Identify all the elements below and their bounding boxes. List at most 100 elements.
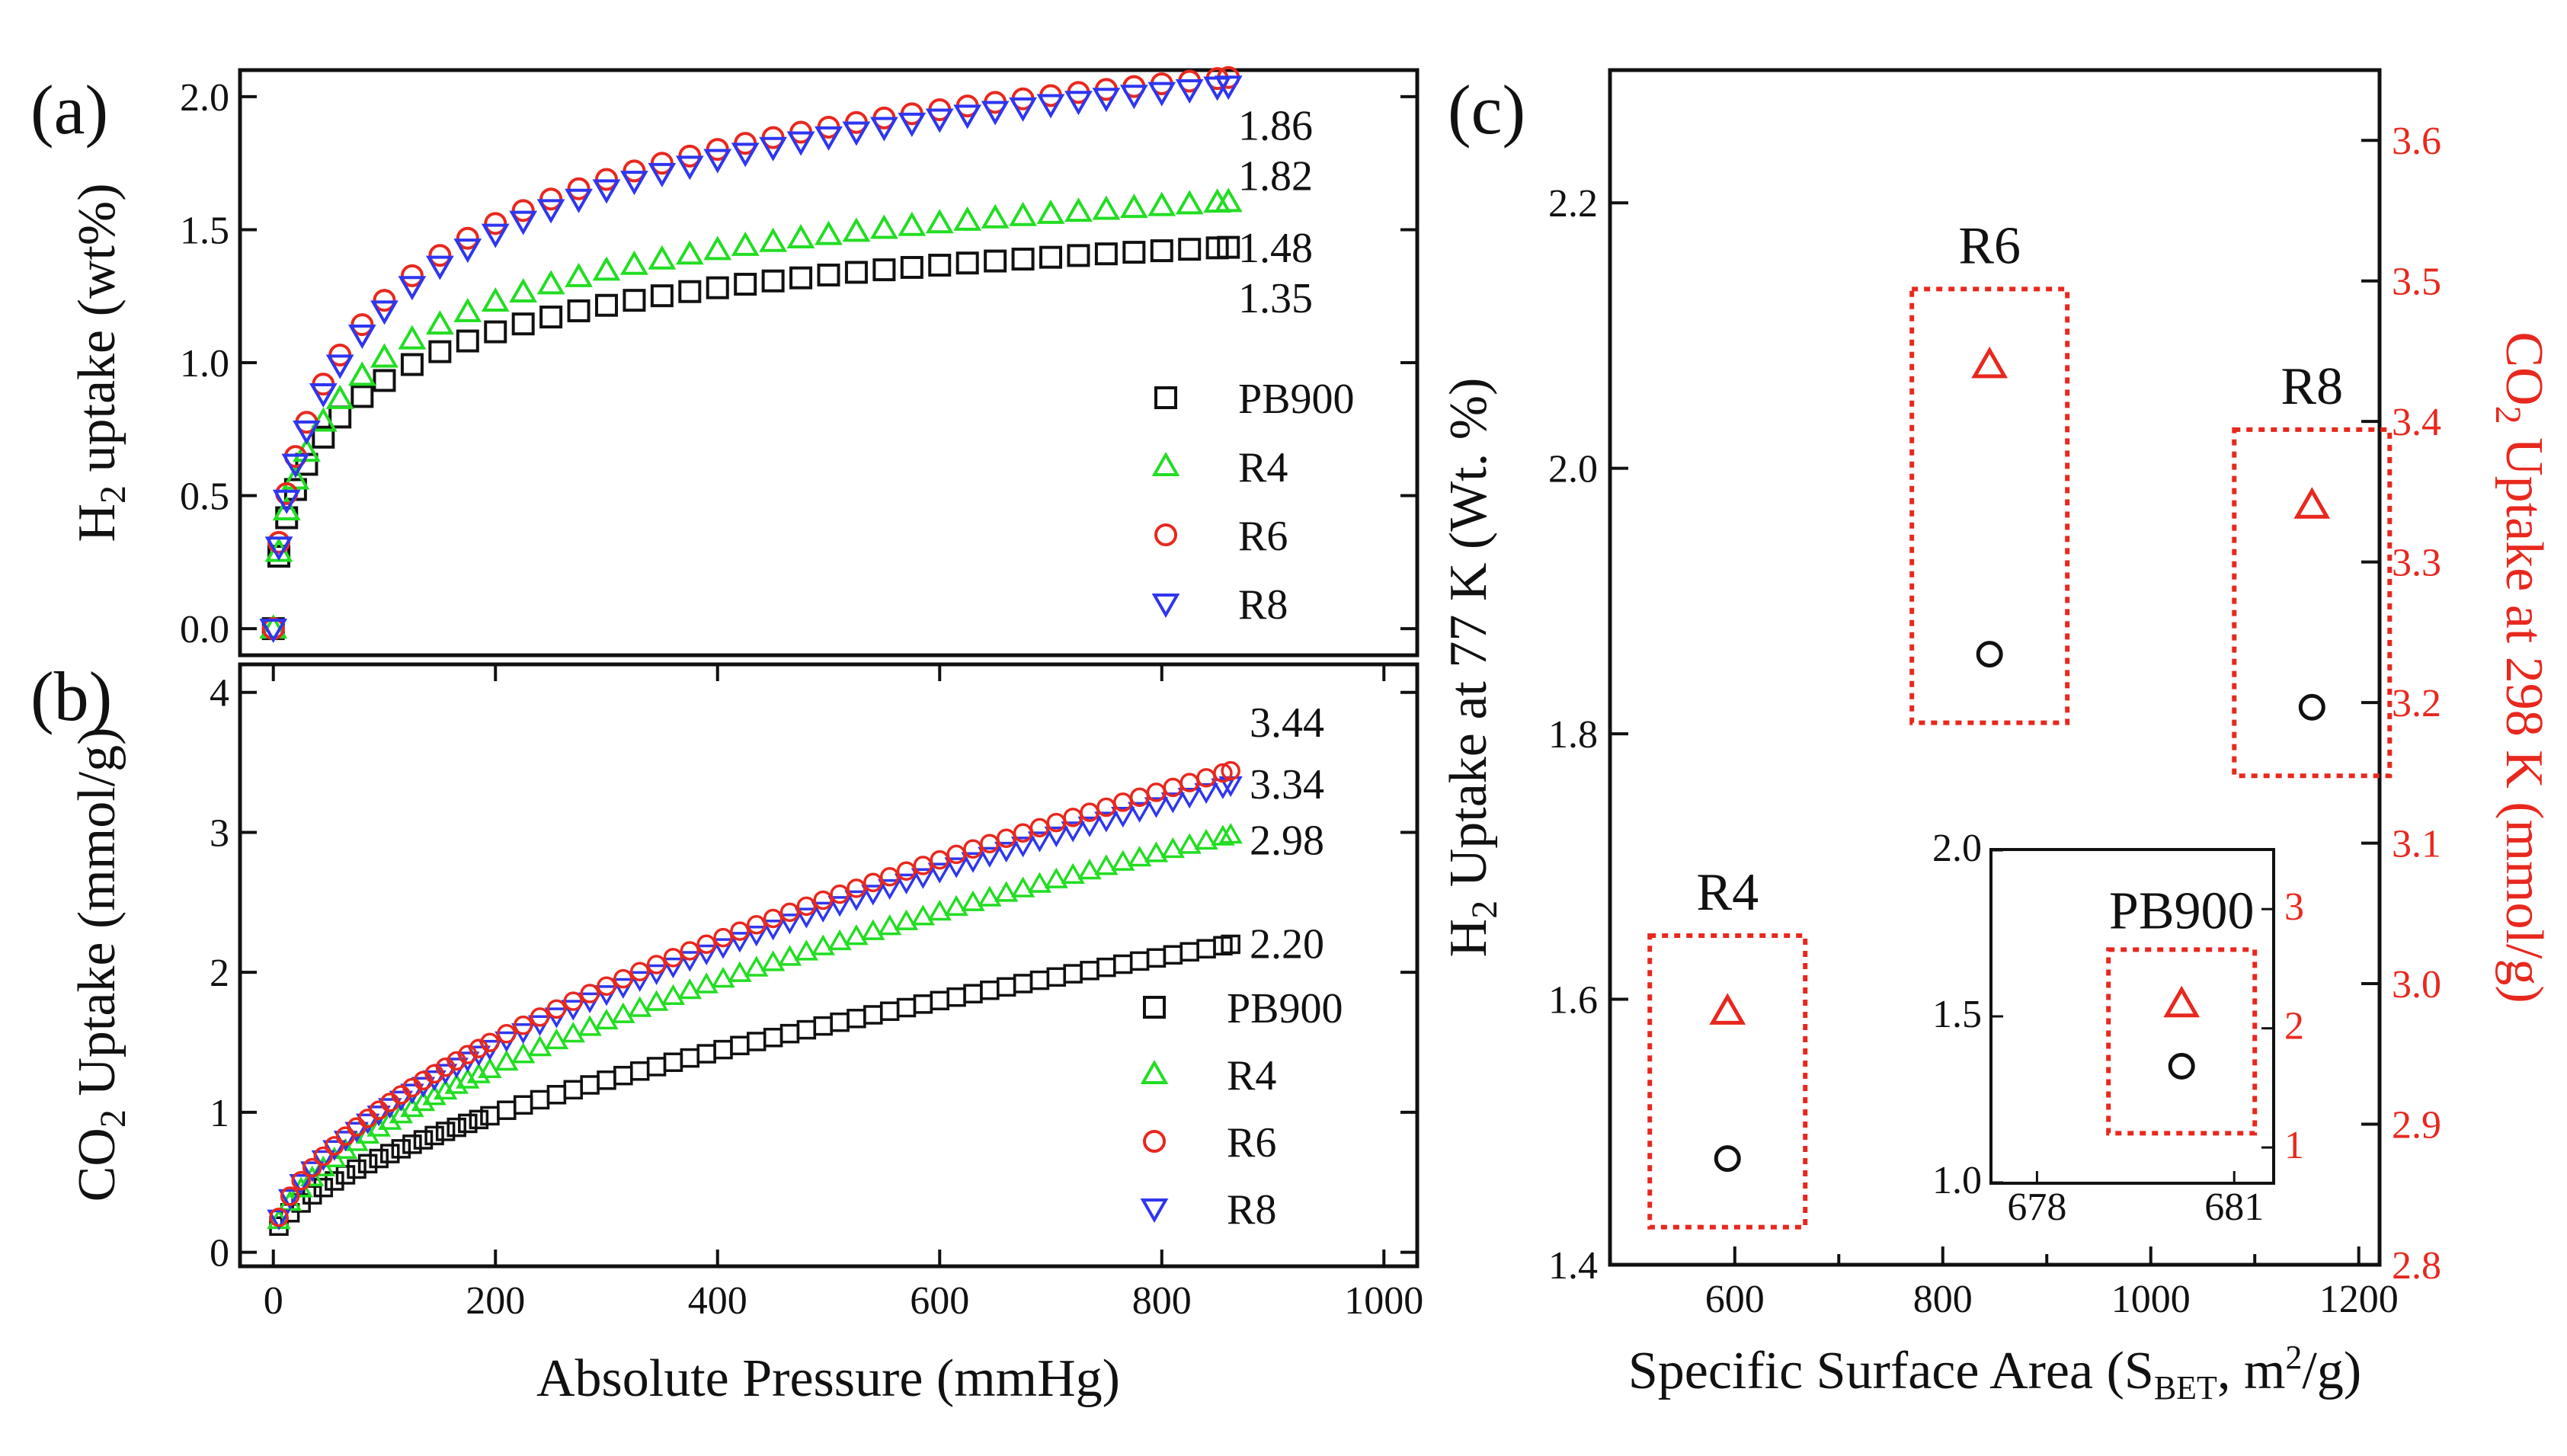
data-point (1163, 945, 1183, 965)
data-point (578, 1015, 602, 1036)
data-point (930, 850, 950, 870)
data-point (373, 289, 396, 312)
data-point (711, 938, 735, 959)
data-point (706, 276, 729, 299)
data-point (370, 343, 398, 368)
data-point (879, 866, 900, 887)
data-point (677, 951, 702, 972)
data-point (730, 921, 750, 941)
data-point (861, 885, 885, 906)
data-point (646, 955, 667, 974)
data-point (946, 844, 966, 865)
panel-c-right-tick-label: 3.2 (2392, 682, 2441, 725)
data-point (628, 996, 652, 1017)
legend-label-R8: R8 (1238, 581, 1288, 629)
data-point (628, 971, 652, 992)
data-point (1064, 91, 1093, 116)
data-point (728, 932, 752, 953)
data-point (613, 968, 633, 989)
data-point (953, 206, 982, 231)
panel-b-label: (b) (30, 658, 112, 735)
inset-left-tick-label: 1.5 (1932, 993, 1982, 1036)
data-point (872, 258, 896, 282)
data-point (366, 1115, 391, 1137)
data-point (328, 405, 352, 429)
data-point (817, 263, 840, 286)
data-point (347, 361, 376, 386)
legend-marker-PB900 (1154, 386, 1177, 409)
panel-b-y-tick-label: 4 (210, 672, 229, 715)
data-point (400, 353, 424, 376)
panel-c-right-y-ticks: 2.8 2.9 3.0 3.1 3.2 3.3 3.4 3.5 3.6 (2361, 120, 2441, 1288)
panel-b-frame (238, 662, 1420, 1269)
data-point (813, 890, 833, 910)
data-point (1092, 195, 1121, 220)
data-point (453, 238, 482, 264)
data-point (1175, 190, 1204, 215)
data-point (760, 950, 786, 971)
data-point (694, 972, 719, 994)
dotted-box-R6 (1909, 286, 2070, 725)
data-point (1160, 837, 1186, 859)
point-group-R6: R6 (1909, 216, 2070, 725)
data-point (391, 1139, 411, 1159)
series-PB900 (269, 934, 1240, 1237)
data-point (546, 1085, 567, 1105)
data-point (1147, 191, 1176, 216)
data-point (1119, 85, 1148, 110)
data-point (536, 199, 565, 224)
data-point (713, 927, 733, 948)
data-point (497, 1024, 517, 1044)
data-point (786, 224, 815, 249)
data-point (400, 1096, 424, 1118)
end-label-R4: 1.48 (1238, 225, 1313, 272)
data-point (728, 961, 752, 982)
data-point (898, 211, 927, 236)
panel-b: (b) 0 1 2 3 4 0 200 400 600 800 1000 3.44 3.34 2.98… (30, 658, 1423, 1408)
data-point (422, 1084, 447, 1106)
end-label-PB900: 1.35 (1238, 275, 1313, 322)
data-point (428, 244, 452, 267)
legend-marker-PB900 (1143, 996, 1166, 1019)
data-point (325, 1136, 344, 1156)
data-point (567, 177, 591, 200)
legend-marker-R6 (1143, 1130, 1166, 1153)
inset-x-tick-label: 681 (2204, 1186, 2264, 1229)
data-point (877, 878, 902, 901)
panel-c-right-tick-label: 3.4 (2392, 401, 2441, 444)
panel-a-y-axis-title: H2 uptake (wt%) (68, 183, 133, 542)
data-point (565, 188, 593, 213)
data-point (1096, 957, 1116, 978)
data-point (779, 902, 800, 923)
panel-b-x-ticks: 0 200 400 600 800 1000 (264, 664, 1423, 1323)
data-point (981, 101, 1010, 126)
data-point (513, 1015, 533, 1035)
data-point (280, 1186, 300, 1206)
data-point (763, 1028, 783, 1048)
panel-a-y-tick-label: 2.0 (180, 76, 229, 120)
data-point (794, 939, 819, 961)
data-point (1221, 760, 1240, 781)
data-point (896, 997, 917, 1018)
panel-c-right-y-axis-title: CO2 Uptake at 298 K (mmol/g) (2488, 331, 2553, 1003)
point-label-R8: R8 (2281, 357, 2343, 416)
data-point (313, 1146, 334, 1166)
data-point (302, 1157, 322, 1178)
data-point (469, 1038, 489, 1058)
data-point (1092, 88, 1121, 113)
h2-point-PB900 (2168, 1052, 2195, 1080)
data-point (389, 1102, 414, 1124)
data-point (435, 1057, 456, 1077)
data-point (677, 978, 702, 1000)
data-point (944, 857, 968, 878)
data-point (325, 354, 354, 379)
data-point (580, 1075, 600, 1095)
data-point (796, 896, 817, 917)
data-point (1013, 974, 1033, 994)
series-R8 (267, 776, 1243, 1230)
data-point (844, 261, 868, 284)
data-point (536, 270, 565, 295)
data-point (663, 1052, 683, 1072)
data-point (428, 340, 452, 363)
data-point (527, 1035, 552, 1057)
